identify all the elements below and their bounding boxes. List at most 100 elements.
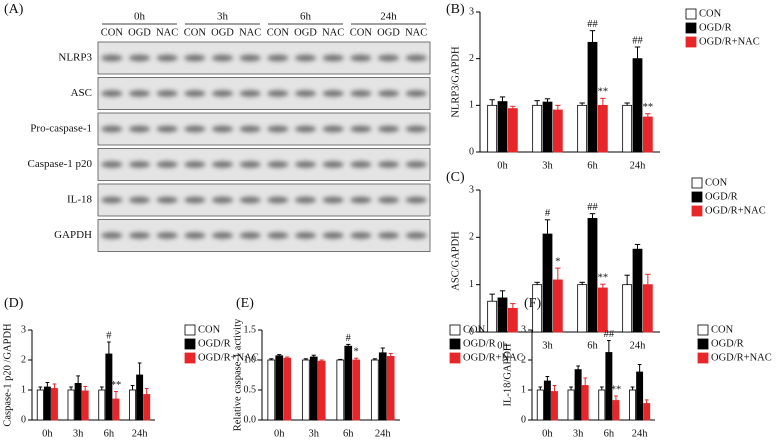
bar <box>587 217 598 333</box>
band <box>405 196 427 204</box>
band <box>377 161 400 168</box>
significance-mark: # <box>106 330 112 341</box>
y-axis-label: IL-18/GAPDH <box>502 343 513 406</box>
y-tick-label: 0 <box>469 146 474 157</box>
y-tick-label: 1 <box>469 279 474 290</box>
band <box>239 161 261 168</box>
bar <box>642 116 653 153</box>
band <box>101 90 123 97</box>
band <box>184 90 206 97</box>
x-tick-label: 3h <box>573 428 584 439</box>
band <box>211 196 234 204</box>
bar <box>143 394 151 421</box>
bar <box>267 359 276 421</box>
band <box>101 125 123 133</box>
bar <box>532 104 543 153</box>
blot-strip <box>97 112 431 146</box>
bar <box>543 380 551 421</box>
bands <box>101 90 427 97</box>
panel-label: (B) <box>446 2 465 17</box>
protein-label: Pro-caspase-1 <box>30 123 92 135</box>
panel-label: (A) <box>4 2 24 17</box>
protein-label: ASC <box>71 87 92 99</box>
legend-swatch <box>697 338 709 350</box>
band <box>128 196 151 204</box>
band <box>350 196 372 204</box>
bar <box>536 389 544 421</box>
band <box>405 232 427 239</box>
bar <box>577 284 588 333</box>
band <box>101 232 123 239</box>
blot-strip <box>97 77 431 110</box>
x-tick-label: 24h <box>375 428 392 439</box>
bar <box>552 279 563 333</box>
bar <box>487 300 498 333</box>
bar <box>622 104 633 153</box>
significance-mark: * <box>555 257 560 268</box>
band <box>101 196 123 204</box>
band <box>322 161 344 168</box>
band <box>350 90 372 97</box>
legend-label: CON <box>699 8 722 19</box>
bar <box>597 104 608 153</box>
band <box>267 54 289 62</box>
band <box>128 232 151 239</box>
band <box>239 125 261 133</box>
x-tick-label: 6h <box>343 428 354 439</box>
significance-mark: * <box>354 347 359 358</box>
legend-swatch <box>184 352 196 364</box>
band <box>184 161 206 168</box>
protein-label: IL-18 <box>67 194 93 206</box>
y-tick-label: 1.5 <box>244 324 257 335</box>
band <box>156 196 178 204</box>
bar <box>605 352 613 421</box>
significance-mark: ** <box>611 384 622 395</box>
lane-label: NAC <box>239 27 261 38</box>
bar <box>550 391 558 421</box>
bar <box>632 248 643 333</box>
bar <box>507 307 518 333</box>
legend-label: OGD/R+NAC <box>711 352 772 363</box>
legend-label: OGD/R+NAC <box>463 352 524 363</box>
y-tick-label: 1.0 <box>244 354 257 365</box>
bands <box>101 54 427 62</box>
band <box>294 196 317 204</box>
legend-label: OGD/R <box>699 22 732 33</box>
band <box>156 232 178 239</box>
panel-label: (F) <box>524 296 541 311</box>
x-tick-label: 3h <box>542 340 553 351</box>
band <box>377 125 400 133</box>
bar <box>283 357 292 421</box>
y-tick-label: 2 <box>521 354 526 365</box>
band <box>267 125 289 133</box>
band <box>350 54 372 62</box>
band <box>405 161 427 168</box>
lane-label: NAC <box>405 27 427 38</box>
lane-label: OGD <box>377 27 400 38</box>
bar <box>587 41 598 153</box>
x-tick-label: 0h <box>542 428 553 439</box>
timepoint-label: 0h <box>134 11 146 23</box>
y-tick-label: 2 <box>21 354 26 365</box>
timepoint-label: 3h <box>217 11 229 23</box>
band <box>267 90 289 97</box>
y-tick-label: 0 <box>521 414 526 425</box>
band <box>350 232 372 239</box>
band <box>128 54 151 62</box>
panel-label: (C) <box>446 170 465 185</box>
bar <box>542 101 553 153</box>
band <box>322 54 344 62</box>
significance-mark: ** <box>598 273 609 284</box>
bar <box>129 389 137 421</box>
legend-swatch <box>691 191 703 203</box>
legend-label: OGD/R <box>705 191 738 202</box>
band <box>128 125 151 133</box>
legend-label: OGD/R+NAC <box>198 352 259 363</box>
bar <box>487 104 498 153</box>
bar <box>352 359 361 421</box>
bar <box>552 109 563 153</box>
bar <box>612 400 620 421</box>
band <box>322 196 344 204</box>
x-tick-label: 6h <box>104 428 115 439</box>
bar <box>43 386 51 421</box>
